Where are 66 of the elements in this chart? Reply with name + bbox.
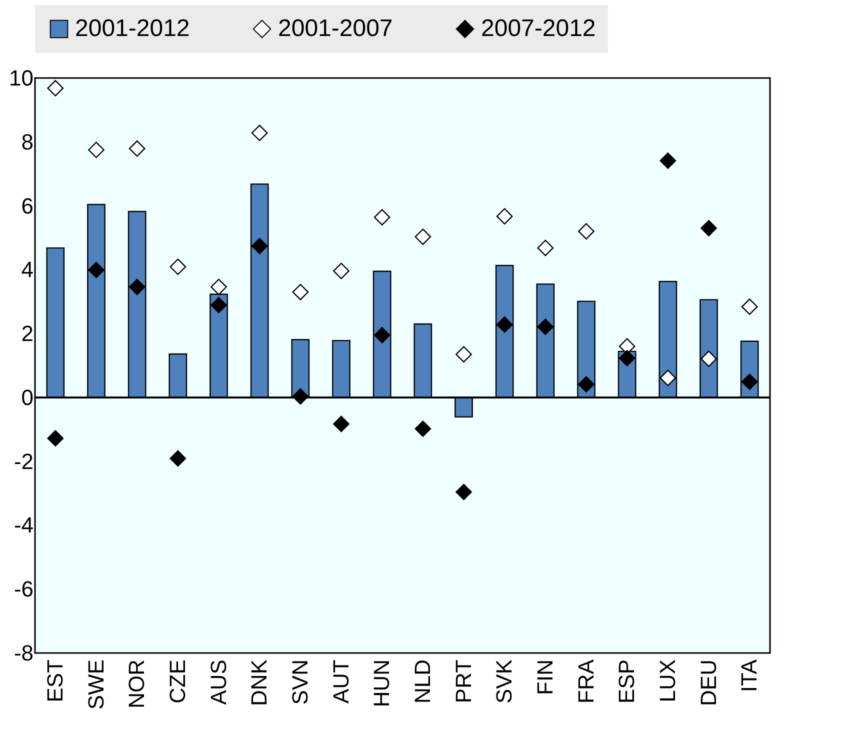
point <box>88 142 104 158</box>
point <box>496 316 513 333</box>
x-tick-label: EST <box>42 660 68 702</box>
x-tick-label: SVN <box>287 660 312 705</box>
point <box>292 284 309 300</box>
point <box>537 240 554 256</box>
x-tick-label: ITA <box>736 659 762 692</box>
x-tick-label: AUS <box>206 660 231 705</box>
x-tick-label: AUT <box>328 660 354 704</box>
point <box>741 374 758 390</box>
point <box>88 262 104 278</box>
x-tick-label: FIN <box>532 660 558 695</box>
legend-label: 2001-2012 <box>75 15 190 42</box>
x-tick-label: ESP <box>614 660 640 704</box>
point <box>700 220 717 236</box>
point <box>210 278 227 296</box>
x-tick-label: HUN <box>369 660 394 708</box>
y-tick-label: 0 <box>21 384 34 410</box>
y-tick-label: 6 <box>21 193 34 218</box>
point <box>496 208 513 224</box>
point <box>660 152 676 169</box>
point <box>456 346 472 362</box>
x-tick-label: DNK <box>246 659 272 706</box>
point <box>170 258 186 275</box>
legend-label: 2001-2007 <box>278 15 393 42</box>
point <box>374 209 390 226</box>
point <box>414 420 432 437</box>
point <box>741 298 758 315</box>
x-tick-label: LUX <box>654 659 680 702</box>
point <box>578 376 594 393</box>
point <box>578 223 594 240</box>
x-tick-label: FRA <box>573 659 598 704</box>
point <box>47 430 64 447</box>
x-tick-label: SWE <box>83 660 108 710</box>
y-tick-label: -8 <box>14 640 34 666</box>
point <box>414 228 432 245</box>
x-tick-label: NOR <box>124 660 150 708</box>
point <box>456 484 472 500</box>
point <box>170 450 186 467</box>
point <box>292 388 309 405</box>
x-tick-label: SVK <box>492 659 517 704</box>
x-tick-label: DEU <box>696 660 721 706</box>
point <box>660 370 676 386</box>
y-tick-label: -2 <box>14 448 34 474</box>
y-tick-label: 4 <box>21 257 34 282</box>
legend-label: 2007-2012 <box>481 15 596 42</box>
y-tick-label: 8 <box>21 129 34 154</box>
y-tick-label: 2 <box>21 321 34 346</box>
y-tick-label: 10 <box>9 66 34 90</box>
point <box>374 326 390 344</box>
point <box>47 80 64 96</box>
point <box>333 416 350 432</box>
y-tick-label: -6 <box>14 576 34 602</box>
point <box>537 318 554 336</box>
point <box>618 350 636 366</box>
point <box>128 278 146 296</box>
x-tick-label: CZE <box>164 660 190 704</box>
point <box>333 262 350 280</box>
point <box>700 350 717 367</box>
point <box>251 124 268 142</box>
point <box>251 238 268 254</box>
y-tick-label: -4 <box>14 512 34 538</box>
point <box>210 296 227 314</box>
x-tick-label: NLD <box>410 660 435 704</box>
point <box>128 140 146 157</box>
x-tick-label: PRT <box>450 660 476 704</box>
